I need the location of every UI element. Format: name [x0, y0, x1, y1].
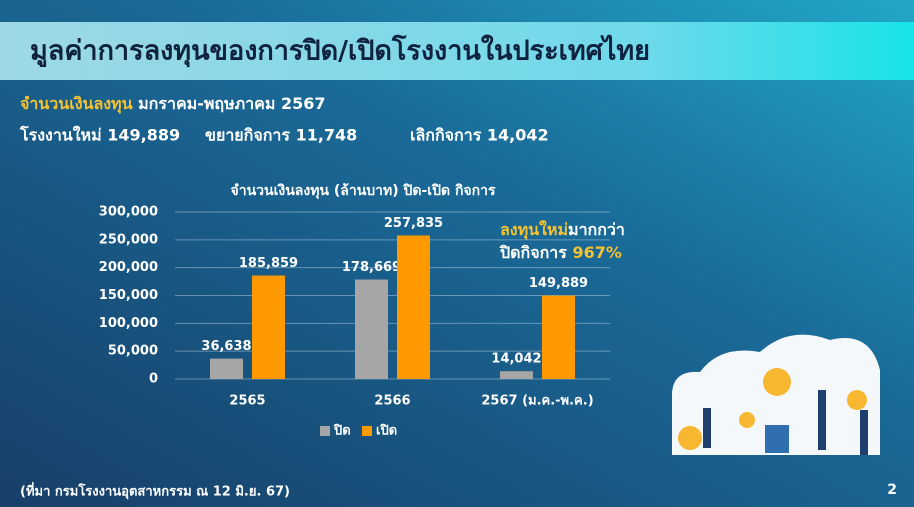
- chart-title: จำนวนเงินลงทุน (ล้านบาท) ปิด-เปิด กิจการ: [231, 183, 496, 199]
- summary-line: จำนวนเงินลงทุน มกราคม-พฤษภาคม 2567: [20, 94, 326, 114]
- x-tick-label: 2567 (ม.ค.-พ.ค.): [481, 394, 593, 409]
- y-tick-label: 250,000: [99, 232, 158, 247]
- summary-period: มกราคม-พฤษภาคม 2567: [138, 94, 325, 113]
- page-number: 2: [887, 482, 897, 498]
- summary-label: จำนวนเงินลงทุน: [20, 94, 133, 114]
- y-tick-label: 50,000: [108, 344, 158, 359]
- data-label: 36,638: [201, 339, 251, 354]
- annotation-text: ปิดกิจการ: [499, 243, 568, 262]
- data-label: 257,835: [384, 216, 443, 231]
- title-banner: [0, 22, 914, 80]
- y-tick-label: 300,000: [99, 205, 158, 220]
- data-label: 178,669: [342, 260, 401, 275]
- x-tick-label: 2565: [229, 394, 265, 409]
- y-tick-label: 0: [149, 372, 158, 387]
- title: มูลค่าการลงทุนของการปิด/เปิดโรงงานในประเ…: [30, 34, 650, 68]
- legend-label: ปิด: [333, 424, 351, 439]
- stat: โรงงานใหม่ 149,889: [19, 125, 180, 145]
- bar: [355, 279, 388, 379]
- source: (ที่มา กรมโรงงานอุตสาหกรรม ณ 12 มิ.ย. 67…: [20, 482, 290, 500]
- x-tick-label: 2566: [374, 394, 410, 409]
- bar: [542, 295, 575, 379]
- annotation: ปิดกิจการ 967%: [499, 243, 622, 262]
- annotation-value: 967%: [572, 243, 621, 262]
- bar: [397, 235, 430, 379]
- data-label: 14,042: [491, 352, 541, 367]
- legend-swatch: [320, 426, 330, 436]
- annotation-highlight: ลงทุนใหม่: [500, 220, 568, 240]
- illustration: [672, 334, 880, 455]
- annotation: ลงทุนใหม่มากกว่า: [500, 220, 625, 240]
- y-tick-label: 150,000: [99, 288, 158, 303]
- legend-swatch: [362, 426, 372, 436]
- stat: ขยายกิจการ 11,748: [205, 126, 357, 145]
- bar: [210, 358, 243, 379]
- legend-label: เปิด: [376, 424, 397, 439]
- annotation-text: มากกว่า: [568, 220, 625, 239]
- bar: [252, 275, 285, 379]
- stat: เลิกกิจการ 14,042: [410, 126, 549, 145]
- y-tick-label: 100,000: [99, 316, 158, 331]
- data-label: 185,859: [239, 256, 298, 271]
- y-tick-label: 200,000: [99, 260, 158, 275]
- bar: [500, 371, 533, 379]
- data-label: 149,889: [529, 276, 588, 291]
